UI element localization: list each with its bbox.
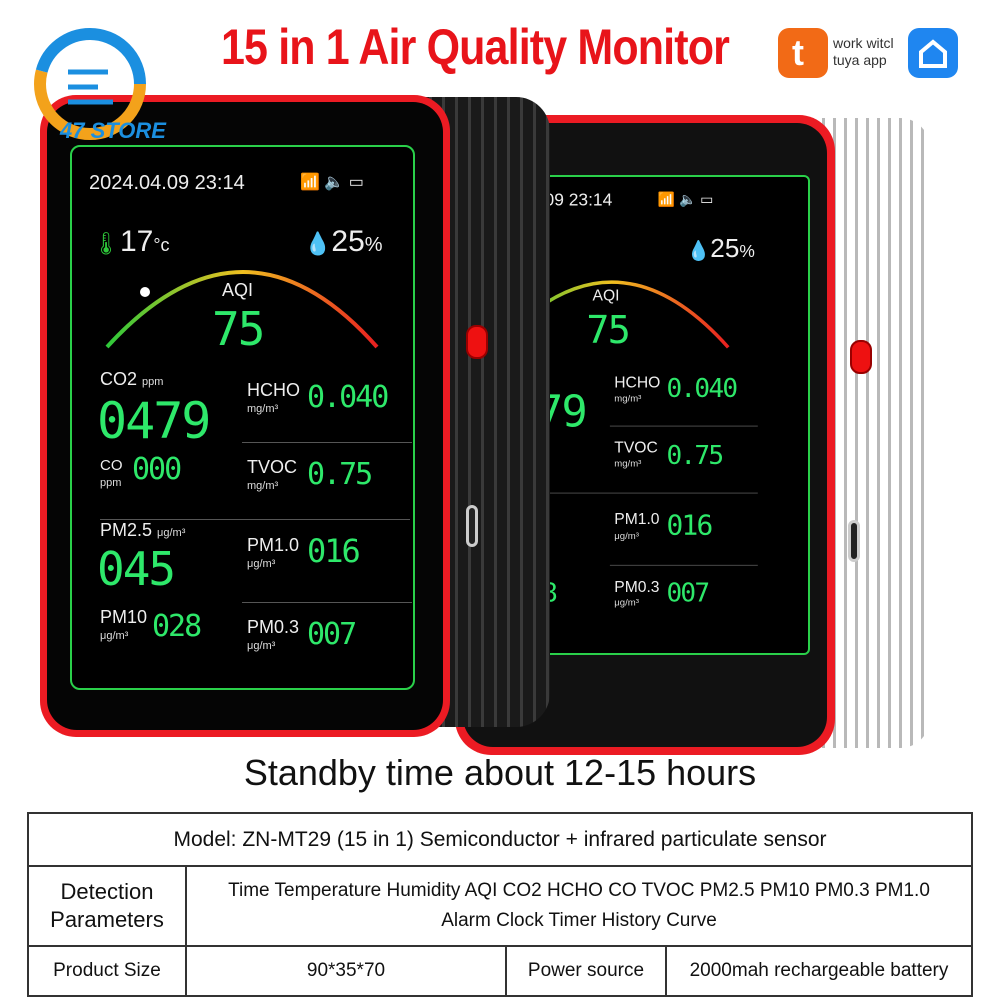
smart-home-icon — [908, 28, 958, 78]
co-value: 000 — [132, 452, 182, 487]
co-label: CO — [100, 457, 123, 474]
datetime: 2024.04.09 23:14 — [537, 190, 613, 210]
usb-port — [466, 505, 478, 547]
hcho-value: 0.040 — [307, 380, 389, 415]
pm1-unit: μg/m³ — [247, 558, 276, 570]
speaker-icon: 🔈 — [324, 174, 345, 191]
power-button-icon — [850, 340, 872, 374]
aqi-label: AQI — [592, 286, 620, 304]
pm10-unit: μg/m³ — [100, 630, 129, 642]
status-icons: 📶 🔈 ▭ — [657, 192, 714, 208]
tvoc-value: 0.75 — [307, 457, 373, 492]
wifi-icon: 📶 — [300, 174, 320, 191]
model-cell: Model: ZN-MT29 (15 in 1) Semiconductor +… — [27, 812, 973, 867]
humidity-unit: % — [364, 234, 383, 256]
hcho-label: HCHO — [614, 373, 661, 391]
power-button-icon — [466, 325, 488, 359]
temperature-unit: °c — [153, 235, 170, 255]
pm03-unit: μg/m³ — [614, 597, 639, 609]
aqi-gauge — [537, 280, 730, 349]
device-black-screen: 2024.04.09 23:14 📶 🔈 ▭ 🌡17°c 💧25% AQI 75… — [70, 145, 415, 690]
pm1-label: PM1.0 — [247, 535, 300, 555]
aqi-value: 75 — [212, 302, 265, 356]
power-value: 2000mah rechargeable battery — [665, 945, 973, 997]
standby-tagline: Standby time about 12-15 hours — [243, 752, 757, 793]
co2-unit: ppm — [142, 376, 164, 388]
device-white-screen: 2024.04.09 23:14 📶 🔈 ▭ 💧25% AQI 75 0479 … — [535, 175, 810, 655]
pm25-value: 045 — [97, 542, 176, 596]
thermometer-icon: 🌡 — [92, 231, 120, 256]
temperature-value: 17 — [119, 225, 154, 258]
tuya-logo-icon: t — [778, 28, 828, 78]
pm1-unit: μg/m³ — [614, 530, 639, 542]
pm10-value: 028 — [152, 609, 202, 644]
size-value: 90*35*70 — [185, 945, 507, 997]
tvoc-label: TVOC — [614, 438, 658, 457]
detection-value: Time Temperature Humidity AQI CO2 HCHO C… — [185, 865, 973, 947]
tvoc-unit: mg/m³ — [247, 480, 279, 492]
aqi-label: AQI — [222, 280, 254, 300]
usb-port — [848, 520, 860, 562]
pm03-value: 007 — [307, 617, 357, 652]
hcho-unit: mg/m³ — [247, 403, 279, 415]
aqi-value: 75 — [586, 308, 630, 353]
humidity-value: 25 — [331, 225, 365, 258]
co2-value: 0479 — [97, 392, 211, 450]
status-icons: 📶 🔈 ▭ — [300, 172, 364, 192]
hcho-unit: mg/m³ — [614, 393, 642, 404]
page-title: 15 in 1 Air Quality Monitor — [221, 19, 730, 75]
aqi-indicator — [140, 287, 150, 297]
power-label: Power source — [505, 945, 667, 997]
tvoc-value: 0.75 — [666, 440, 724, 471]
tvoc-unit: mg/m³ — [614, 458, 642, 470]
pm03-value: 007 — [666, 577, 710, 609]
spec-table: Model: ZN-MT29 (15 in 1) Semiconductor +… — [27, 812, 973, 997]
co-unit: ppm — [100, 477, 122, 489]
hcho-label: HCHO — [247, 380, 300, 400]
size-label: Product Size — [27, 945, 187, 997]
pm03-label: PM0.3 — [614, 577, 660, 596]
pm1-label: PM1.0 — [614, 510, 660, 528]
humidity-value: 25 — [710, 234, 740, 263]
store-logo — [34, 28, 146, 140]
pm1-value: 016 — [307, 532, 361, 570]
datetime: 2024.04.09 23:14 — [89, 172, 245, 194]
humidity-drop-icon: 💧 — [304, 231, 332, 256]
aqi-gauge — [105, 270, 379, 349]
pm25-unit: μg/m³ — [157, 527, 186, 539]
tuya-compat-text: work witcl tuya app — [833, 35, 894, 68]
pm03-label: PM0.3 — [247, 617, 300, 637]
co2-label: CO2 — [100, 369, 138, 389]
pm25-label: PM2.5 — [100, 520, 153, 540]
tvoc-label: TVOC — [247, 457, 298, 477]
humidity-drop-icon: 💧 — [686, 239, 711, 262]
pm10-label: PM10 — [100, 607, 148, 627]
detection-label: Detection Parameters — [27, 865, 187, 947]
humidity-unit: % — [739, 242, 755, 262]
pm1-value: 016 — [666, 508, 713, 542]
pm03-unit: μg/m³ — [247, 640, 276, 652]
store-name: 47 STORE — [60, 118, 166, 143]
hcho-value: 0.040 — [666, 373, 738, 404]
battery-icon: ▭ — [348, 174, 364, 191]
